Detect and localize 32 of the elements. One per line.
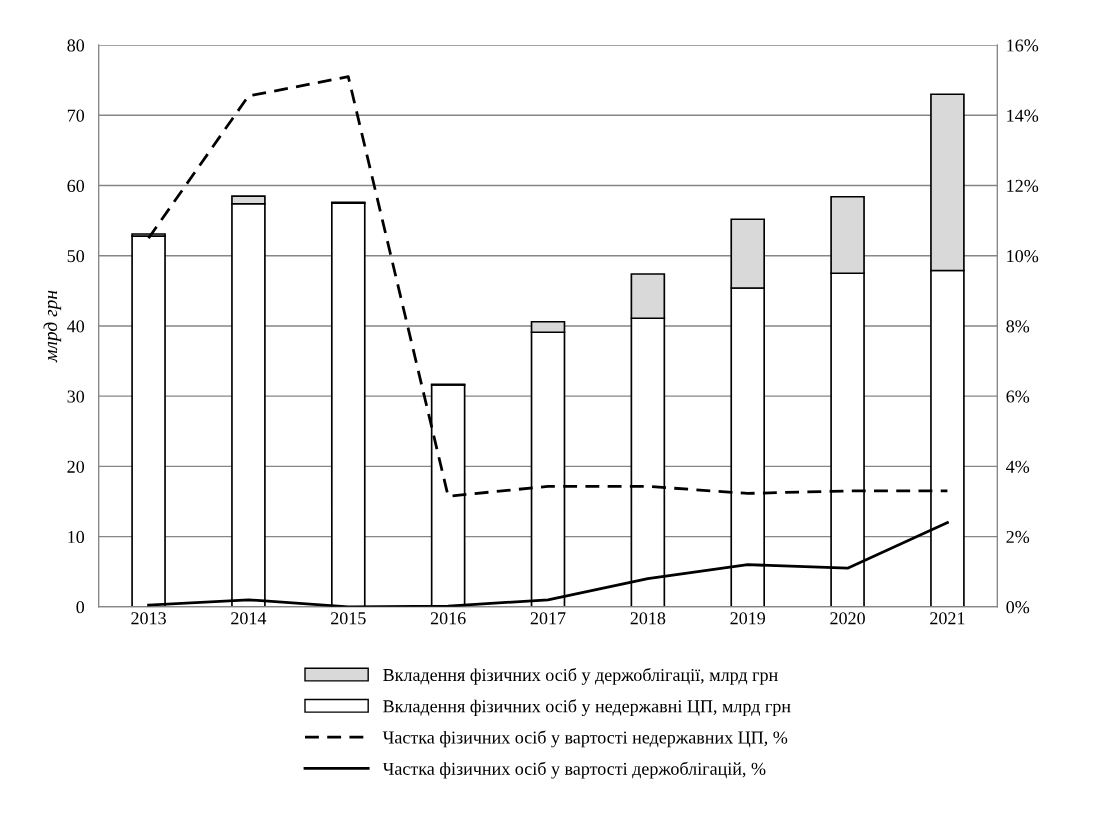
x-tick-label: 2013 [131, 612, 166, 625]
x-tick-label: 2017 [530, 612, 566, 625]
y2-tick-label: 14% [1007, 109, 1039, 122]
x-tick-label: 2016 [430, 612, 466, 625]
x-tick-label: 2020 [830, 612, 865, 625]
y-axis-title: млрд грн [43, 290, 62, 363]
x-tick-label: 2014 [231, 612, 267, 625]
y-tick-label: 40 [67, 320, 85, 333]
y-tick-label: 10 [68, 530, 85, 544]
y2-tick-label: 8% [1006, 320, 1030, 333]
y-tick-label: 50 [67, 249, 85, 263]
y2-tick-label: 12% [1007, 179, 1039, 193]
y2-tick-label: 2% [1006, 530, 1030, 544]
x-tick-label: 2015 [331, 612, 366, 625]
legend-label: Вкладення фізичних осіб у держоблігації, млрд грн [383, 667, 778, 685]
legend-label: Вкладення фізичних осіб у недержавні ЦП, млрд грн [383, 699, 791, 717]
y-tick-label: 0 [76, 601, 85, 614]
y-tick-label: 80 [67, 39, 85, 52]
y-tick-label: 20 [67, 460, 85, 473]
y2-tick-label: 6% [1006, 390, 1030, 403]
y-tick-label: 70 [67, 109, 85, 122]
x-tick-label: 2019 [730, 612, 766, 625]
y2-tick-label: 10% [1007, 249, 1039, 263]
x-tick-label: 2018 [630, 612, 666, 625]
y2-tick-label: 4% [1006, 460, 1030, 473]
y2-tick-label: 0% [1006, 601, 1030, 614]
legend-label: Частка фізичних осіб у вартості держоблігацій, % [382, 761, 766, 779]
y-tick-label: 30 [67, 390, 85, 403]
y2-tick-label: 16% [1007, 39, 1039, 52]
x-tick-label: 2021 [930, 612, 965, 625]
legend-label: Частка фізичних осіб у вартості недержавних ЦП, % [382, 730, 788, 748]
y-tick-label: 60 [67, 179, 85, 192]
